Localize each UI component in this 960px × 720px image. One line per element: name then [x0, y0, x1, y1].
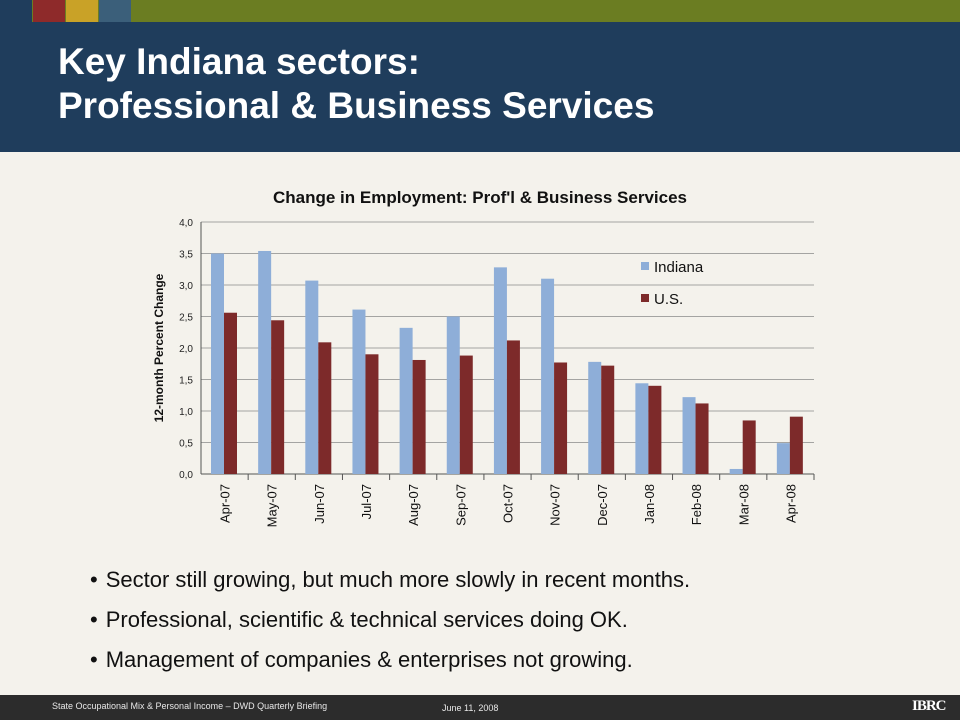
y-tick-label: 3,0: [179, 281, 193, 292]
x-tick-label: Mar-08: [736, 484, 751, 525]
y-tick-label: 0,5: [179, 439, 193, 450]
footer-date: June 11, 2008: [442, 703, 499, 713]
footer-title: State Occupational Mix & Personal Income…: [52, 701, 328, 711]
bullet-list: Sector still growing, but much more slow…: [90, 566, 690, 686]
y-tick-label: 2,0: [179, 344, 193, 355]
y-tick-label: 1,5: [179, 376, 193, 387]
accent-square-1: [0, 0, 32, 22]
bar-indiana: [682, 397, 696, 474]
x-tick-label: Oct-07: [501, 484, 516, 523]
bar-us: [648, 385, 662, 474]
x-tick-label: Sep-07: [453, 484, 468, 526]
legend-label-us: U.S.: [654, 291, 683, 308]
bar-us: [412, 359, 426, 474]
bar-us: [742, 420, 756, 474]
x-tick-label: May-07: [265, 484, 280, 527]
x-tick-label: Apr-07: [218, 484, 233, 523]
title-bar: [0, 22, 960, 152]
bar-indiana: [352, 309, 366, 474]
ibrc-logo: IBRC: [912, 698, 947, 714]
bar-indiana: [729, 468, 743, 474]
bar-us: [601, 365, 615, 474]
y-tick-label: 0,0: [179, 470, 193, 481]
accent-square-4: [99, 0, 131, 22]
slide-title-line2: Professional & Business Services: [58, 85, 655, 126]
bar-us: [789, 416, 803, 474]
bar-indiana: [541, 278, 555, 474]
accent-square-3: [66, 0, 98, 22]
bar-us: [554, 362, 568, 474]
bar-us: [365, 354, 379, 474]
x-tick-label: Jan-08: [642, 484, 657, 524]
y-axis-label: 12-month Percent Change: [152, 273, 166, 422]
bar-us: [318, 342, 332, 474]
bar-us: [271, 320, 285, 474]
x-tick-label: Nov-07: [548, 484, 563, 526]
x-tick-label: Jul-07: [359, 484, 374, 519]
slide-title-line1: Key Indiana sectors:: [58, 41, 420, 82]
x-tick-label: Jun-07: [312, 484, 327, 524]
y-tick-label: 3,5: [179, 250, 193, 261]
accent-square-2: [33, 0, 65, 22]
bar-us: [459, 355, 473, 474]
bullet-item: Sector still growing, but much more slow…: [90, 566, 690, 594]
bar-indiana: [399, 327, 413, 474]
legend-swatch-indiana: [641, 262, 649, 270]
x-tick-label: Apr-08: [783, 484, 798, 523]
x-tick-label: Feb-08: [689, 484, 704, 525]
bar-indiana: [305, 280, 319, 474]
legend-label-indiana: Indiana: [654, 259, 704, 276]
slide-title: Key Indiana sectors: Professional & Busi…: [58, 40, 654, 128]
bar-us: [506, 340, 520, 474]
y-tick-label: 2,5: [179, 313, 193, 324]
bar-indiana: [446, 316, 460, 474]
bar-indiana: [588, 361, 602, 474]
employment-bar-chart: Change in Employment: Prof'l & Business …: [152, 188, 815, 527]
footer-bar: State Occupational Mix & Personal Income…: [0, 695, 960, 720]
bar-indiana: [258, 250, 272, 474]
x-tick-label: Dec-07: [595, 484, 610, 526]
y-tick-label: 4,0: [179, 218, 193, 229]
bar-us: [224, 312, 237, 474]
bar-indiana: [211, 253, 224, 474]
chart-title: Change in Employment: Prof'l & Business …: [273, 188, 687, 207]
legend-swatch-us: [641, 294, 649, 302]
bar-us: [695, 403, 709, 474]
bullet-item: Management of companies & enterprises no…: [90, 646, 690, 674]
bar-indiana: [776, 443, 790, 474]
bar-indiana: [493, 267, 507, 474]
bullet-item: Professional, scientific & technical ser…: [90, 606, 690, 634]
top-accent-strip: [0, 0, 960, 22]
x-tick-label: Aug-07: [406, 484, 421, 526]
bar-indiana: [635, 383, 649, 474]
y-tick-label: 1,0: [179, 407, 193, 418]
